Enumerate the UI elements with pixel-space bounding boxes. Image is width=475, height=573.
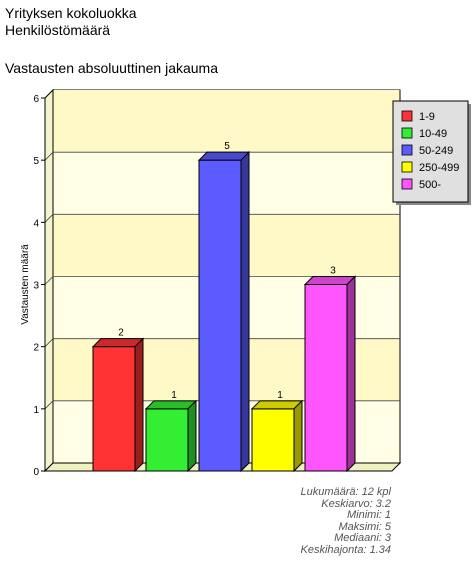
data-label: 2 [118, 328, 124, 339]
bar-10-49 [144, 399, 198, 473]
bar-side [346, 275, 356, 473]
stat-min: Minimi: 1 [346, 509, 391, 522]
bar-side [293, 399, 303, 473]
stat-stddev: Keskihajonta: 1.34 [300, 543, 391, 556]
bar-side [134, 337, 144, 473]
y-tick-label: 3 [33, 281, 39, 292]
question-title: Yrityksen kokoluokka [5, 5, 137, 21]
legend-swatch [401, 178, 413, 190]
chart-title: Vastausten absoluuttinen jakauma [5, 60, 218, 76]
data-label: 3 [330, 266, 336, 277]
data-label: 1 [277, 390, 283, 401]
legend-label: 10-49 [419, 128, 447, 140]
stat-mean: Keskiarvo: 3.2 [321, 497, 391, 510]
grid-line [44, 276, 400, 285]
stat-max: Maksimi: 5 [338, 520, 391, 533]
bar-side [240, 150, 250, 473]
y-tick-label: 1 [33, 405, 39, 416]
data-label: 5 [224, 141, 230, 152]
bar-front [304, 284, 348, 472]
y-tick-label: 5 [33, 156, 39, 167]
bar-side [187, 399, 197, 473]
legend-label: 1-9 [419, 111, 435, 123]
question-subtitle: Henkilöstömäärä [5, 22, 111, 38]
grid-band [53, 90, 400, 153]
bar-250-499 [250, 399, 304, 473]
y-tick-label: 4 [33, 218, 39, 229]
legend-swatch [401, 110, 413, 122]
bar-front [198, 159, 242, 472]
legend-swatch [401, 127, 413, 139]
bar-front [92, 346, 136, 472]
bar-front [145, 408, 189, 472]
data-label: 1 [171, 390, 177, 401]
y-tick-label: 6 [33, 94, 39, 105]
statistics-summary: Lukumäärä: 12 kpl Keskiarvo: 3.2 Minimi:… [300, 486, 392, 557]
grid-line [44, 151, 400, 161]
y-tick-label: 2 [33, 343, 39, 354]
grid-line [44, 213, 400, 223]
y-tick-label: 0 [33, 467, 39, 478]
bar-500- [303, 275, 357, 473]
bar-front [251, 408, 295, 472]
axes: 0 1 2 3 4 5 6 Vastausten määrä [20, 94, 46, 478]
legend-swatch [401, 161, 413, 173]
bars [91, 150, 357, 473]
legend: 1-9 10-49 50-249 250-499 500- [392, 100, 471, 205]
legend-swatch [401, 144, 413, 156]
bar-50-249 [197, 150, 251, 473]
bar-1-9 [91, 337, 145, 473]
data-labels: 2 1 5 1 3 [118, 141, 336, 401]
grid-line [44, 338, 400, 347]
legend-label: 250-499 [419, 162, 459, 174]
y-axis-label: Vastausten määrä [20, 244, 31, 325]
stat-median: Mediaani: 3 [334, 532, 391, 545]
stat-count: Lukumäärä: 12 kpl [300, 486, 392, 498]
legend-label: 500- [419, 179, 441, 191]
legend-label: 50-249 [419, 145, 453, 157]
